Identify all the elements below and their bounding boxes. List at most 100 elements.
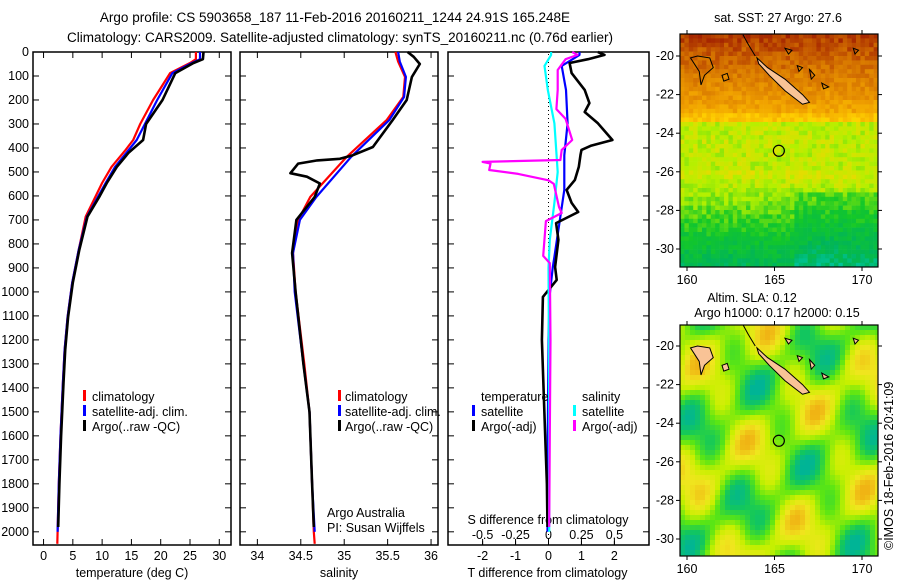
field-cell	[807, 144, 813, 149]
field-cell	[695, 550, 701, 556]
field-cell	[790, 73, 795, 79]
field-cell	[825, 210, 830, 215]
field-cell	[835, 465, 841, 471]
field-cell	[800, 510, 806, 516]
field-cell	[724, 56, 729, 61]
field-cell	[840, 465, 846, 471]
field-cell	[688, 122, 694, 127]
field-cell	[737, 152, 742, 158]
field-cell	[825, 390, 831, 396]
field-cell	[750, 450, 756, 456]
field-cell	[740, 540, 746, 546]
field-cell	[710, 130, 716, 136]
reef-outline	[783, 47, 793, 55]
field-cell	[705, 530, 711, 536]
field-cell	[855, 550, 861, 556]
field-cell	[850, 340, 856, 346]
field-cell	[719, 166, 725, 171]
field-cell	[697, 60, 703, 66]
field-cell	[741, 69, 747, 74]
field-cell	[870, 370, 876, 376]
field-cell	[855, 475, 861, 481]
field-cell	[870, 490, 876, 496]
field-cell	[763, 82, 769, 88]
field-cell	[829, 170, 835, 176]
field-cell	[825, 405, 831, 411]
field-cell	[754, 245, 760, 250]
field-cell	[772, 135, 778, 140]
field-cell	[772, 64, 778, 70]
field-cell	[768, 240, 773, 246]
field-cell	[765, 465, 771, 471]
field-cell	[815, 420, 821, 426]
field-cell	[870, 465, 876, 471]
field-cell	[798, 223, 804, 228]
field-cell	[781, 210, 786, 215]
field-cell	[860, 148, 866, 154]
field-cell	[680, 210, 685, 215]
field-cell	[728, 38, 734, 44]
field-cell	[873, 210, 878, 215]
x-tick-label: -1	[510, 549, 521, 563]
field-cell	[768, 245, 773, 250]
field-cell	[688, 166, 694, 171]
field-cell	[706, 170, 712, 176]
field-cell	[732, 157, 738, 162]
field-cell	[750, 188, 756, 193]
field-cell	[875, 500, 878, 506]
field-cell	[803, 117, 808, 123]
field-cell	[728, 108, 734, 114]
field-cell	[873, 69, 878, 74]
field-cell	[812, 232, 817, 237]
field-cell	[875, 410, 878, 416]
field-cell	[680, 390, 686, 396]
field-cell	[724, 122, 729, 127]
field-cell	[847, 56, 852, 61]
field-cell	[825, 108, 830, 114]
field-cell	[855, 415, 861, 421]
field-cell	[702, 122, 707, 127]
field-cell	[825, 144, 830, 149]
field-cell	[732, 183, 738, 189]
field-cell	[775, 345, 781, 351]
field-cell	[735, 430, 741, 436]
field-cell	[728, 135, 734, 140]
field-cell	[851, 139, 857, 145]
field-cell	[693, 108, 698, 114]
field-cell	[725, 385, 731, 391]
reef-outline	[796, 354, 804, 363]
field-cell	[697, 108, 703, 114]
field-cell	[702, 104, 707, 110]
field-cell	[715, 69, 720, 74]
field-cell	[697, 196, 703, 202]
field-cell	[715, 91, 720, 96]
field-cell	[746, 60, 751, 66]
field-cell	[810, 445, 816, 451]
field-cell	[680, 445, 686, 451]
field-cell	[706, 122, 712, 127]
field-cell	[750, 525, 756, 531]
field-cell	[820, 73, 826, 79]
field-cell	[741, 51, 747, 57]
field-cell	[842, 179, 848, 184]
field-cell	[735, 510, 741, 516]
field-cell	[856, 73, 861, 79]
field-cell	[680, 540, 686, 546]
field-cell	[875, 530, 878, 536]
field-cell	[740, 455, 746, 461]
field-cell	[850, 500, 856, 506]
field-cell	[725, 515, 731, 521]
field-cell	[800, 430, 806, 436]
field-cell	[737, 170, 742, 176]
field-cell	[720, 425, 726, 431]
field-cell	[700, 340, 706, 346]
field-cell	[781, 227, 786, 233]
field-cell	[705, 435, 711, 441]
temperature-legend: climatology satellite-adj. clim. Argo(..…	[83, 390, 188, 434]
field-cell	[860, 73, 866, 79]
field-cell	[829, 91, 835, 96]
field-cell	[693, 179, 698, 184]
field-cell	[842, 73, 848, 79]
field-cell	[706, 254, 712, 259]
field-cell	[820, 330, 826, 336]
